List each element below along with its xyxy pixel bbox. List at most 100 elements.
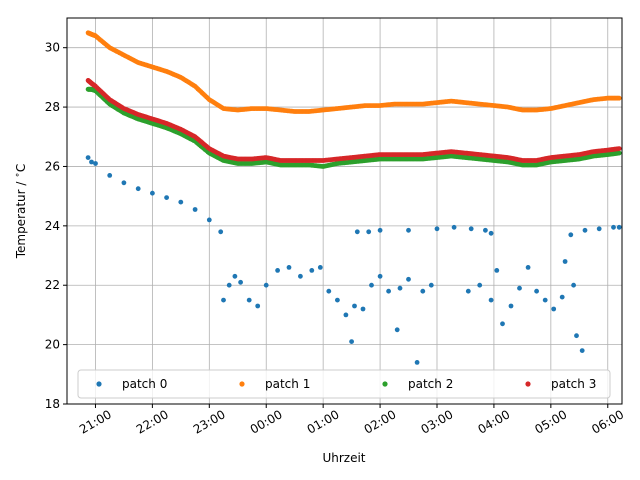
legend-marker xyxy=(382,381,388,387)
data-point xyxy=(525,265,531,270)
data-point xyxy=(579,348,585,353)
legend-frame xyxy=(77,369,611,399)
data-point xyxy=(483,227,488,233)
data-point xyxy=(218,229,224,235)
data-point xyxy=(275,268,280,273)
data-point xyxy=(542,297,548,303)
legend-label: patch 1 xyxy=(265,377,310,391)
data-point xyxy=(121,180,127,186)
data-point xyxy=(246,297,252,303)
data-point xyxy=(616,150,622,156)
data-point xyxy=(494,268,500,273)
legend-label: patch 3 xyxy=(551,377,596,391)
data-point xyxy=(559,294,565,300)
x-tick-label: 04:00 xyxy=(475,407,512,436)
data-point xyxy=(326,288,332,294)
data-point xyxy=(366,229,372,235)
data-point xyxy=(574,333,579,339)
data-point xyxy=(263,282,269,288)
x-tick-label: 02:00 xyxy=(362,407,399,436)
data-point xyxy=(343,312,349,318)
data-point xyxy=(465,288,471,294)
data-point xyxy=(352,303,357,309)
data-point xyxy=(414,360,420,365)
data-points xyxy=(85,30,622,365)
data-point xyxy=(354,229,360,235)
x-tick-label: 22:00 xyxy=(134,407,171,436)
data-point xyxy=(85,155,91,161)
data-point xyxy=(386,288,391,294)
data-point xyxy=(335,297,340,303)
x-tick-label: 00:00 xyxy=(248,407,285,436)
data-point xyxy=(178,199,184,205)
data-point xyxy=(238,279,244,285)
data-point xyxy=(317,265,323,270)
data-point xyxy=(93,161,98,166)
data-point xyxy=(406,276,411,282)
data-point xyxy=(298,273,303,279)
data-point xyxy=(488,230,494,236)
y-axis-label: Temperatur / ∘C xyxy=(13,164,28,260)
y-tick-label: 24 xyxy=(45,219,60,233)
data-point xyxy=(477,282,483,288)
data-point xyxy=(107,173,113,178)
data-point xyxy=(611,224,616,230)
data-point xyxy=(428,282,434,288)
grid-lines xyxy=(67,18,622,405)
data-point xyxy=(508,303,514,309)
plot-frame xyxy=(66,17,623,405)
y-tick-label: 18 xyxy=(45,397,60,411)
y-tick-label: 28 xyxy=(45,100,60,114)
data-point xyxy=(571,282,576,288)
y-tick-label: 30 xyxy=(45,41,60,55)
data-point xyxy=(394,327,400,333)
x-axis-label: Uhrzeit xyxy=(322,451,365,465)
data-point xyxy=(420,288,426,294)
x-tick-label: 23:00 xyxy=(191,407,228,436)
x-tick-label: 01:00 xyxy=(305,407,342,436)
data-point xyxy=(206,217,212,223)
data-point xyxy=(164,195,170,201)
y-tick-label: 20 xyxy=(45,338,60,352)
data-point xyxy=(596,226,602,232)
legend: patch 0 patch 1 patch 2 patch 3 xyxy=(77,369,611,399)
series-patch-1 xyxy=(85,30,622,114)
x-tick-label: 06:00 xyxy=(589,407,626,436)
data-point xyxy=(232,273,238,279)
data-point xyxy=(89,159,94,165)
data-point xyxy=(406,227,411,233)
data-point xyxy=(349,339,354,344)
data-point xyxy=(192,207,198,212)
y-tick-label: 26 xyxy=(45,159,60,173)
data-point xyxy=(309,268,315,273)
data-point xyxy=(434,226,440,232)
series-patch-3 xyxy=(85,78,622,163)
data-point xyxy=(568,232,574,238)
data-point xyxy=(221,297,226,303)
y-axis-ticks: 18 20 22 24 26 28 30 xyxy=(45,41,67,411)
data-point xyxy=(500,321,505,327)
data-point xyxy=(517,285,522,291)
legend-marker xyxy=(96,381,102,387)
data-point xyxy=(135,186,141,192)
data-point xyxy=(150,190,155,196)
data-point xyxy=(360,306,366,312)
data-point xyxy=(562,259,568,264)
data-point xyxy=(377,273,383,279)
series-patch-2 xyxy=(85,86,622,169)
data-point xyxy=(468,226,474,232)
data-point xyxy=(488,297,494,303)
x-tick-label: 03:00 xyxy=(419,407,456,436)
legend-label: patch 0 xyxy=(122,377,167,391)
data-point xyxy=(369,282,374,288)
legend-label: patch 2 xyxy=(408,377,453,391)
legend-marker xyxy=(525,381,531,387)
data-point xyxy=(551,306,557,312)
legend-marker xyxy=(239,381,245,387)
data-point xyxy=(226,282,232,288)
series-patch-0 xyxy=(85,155,622,365)
data-point xyxy=(397,285,403,291)
x-tick-label: 21:00 xyxy=(77,407,114,436)
x-tick-label: 05:00 xyxy=(532,407,569,436)
